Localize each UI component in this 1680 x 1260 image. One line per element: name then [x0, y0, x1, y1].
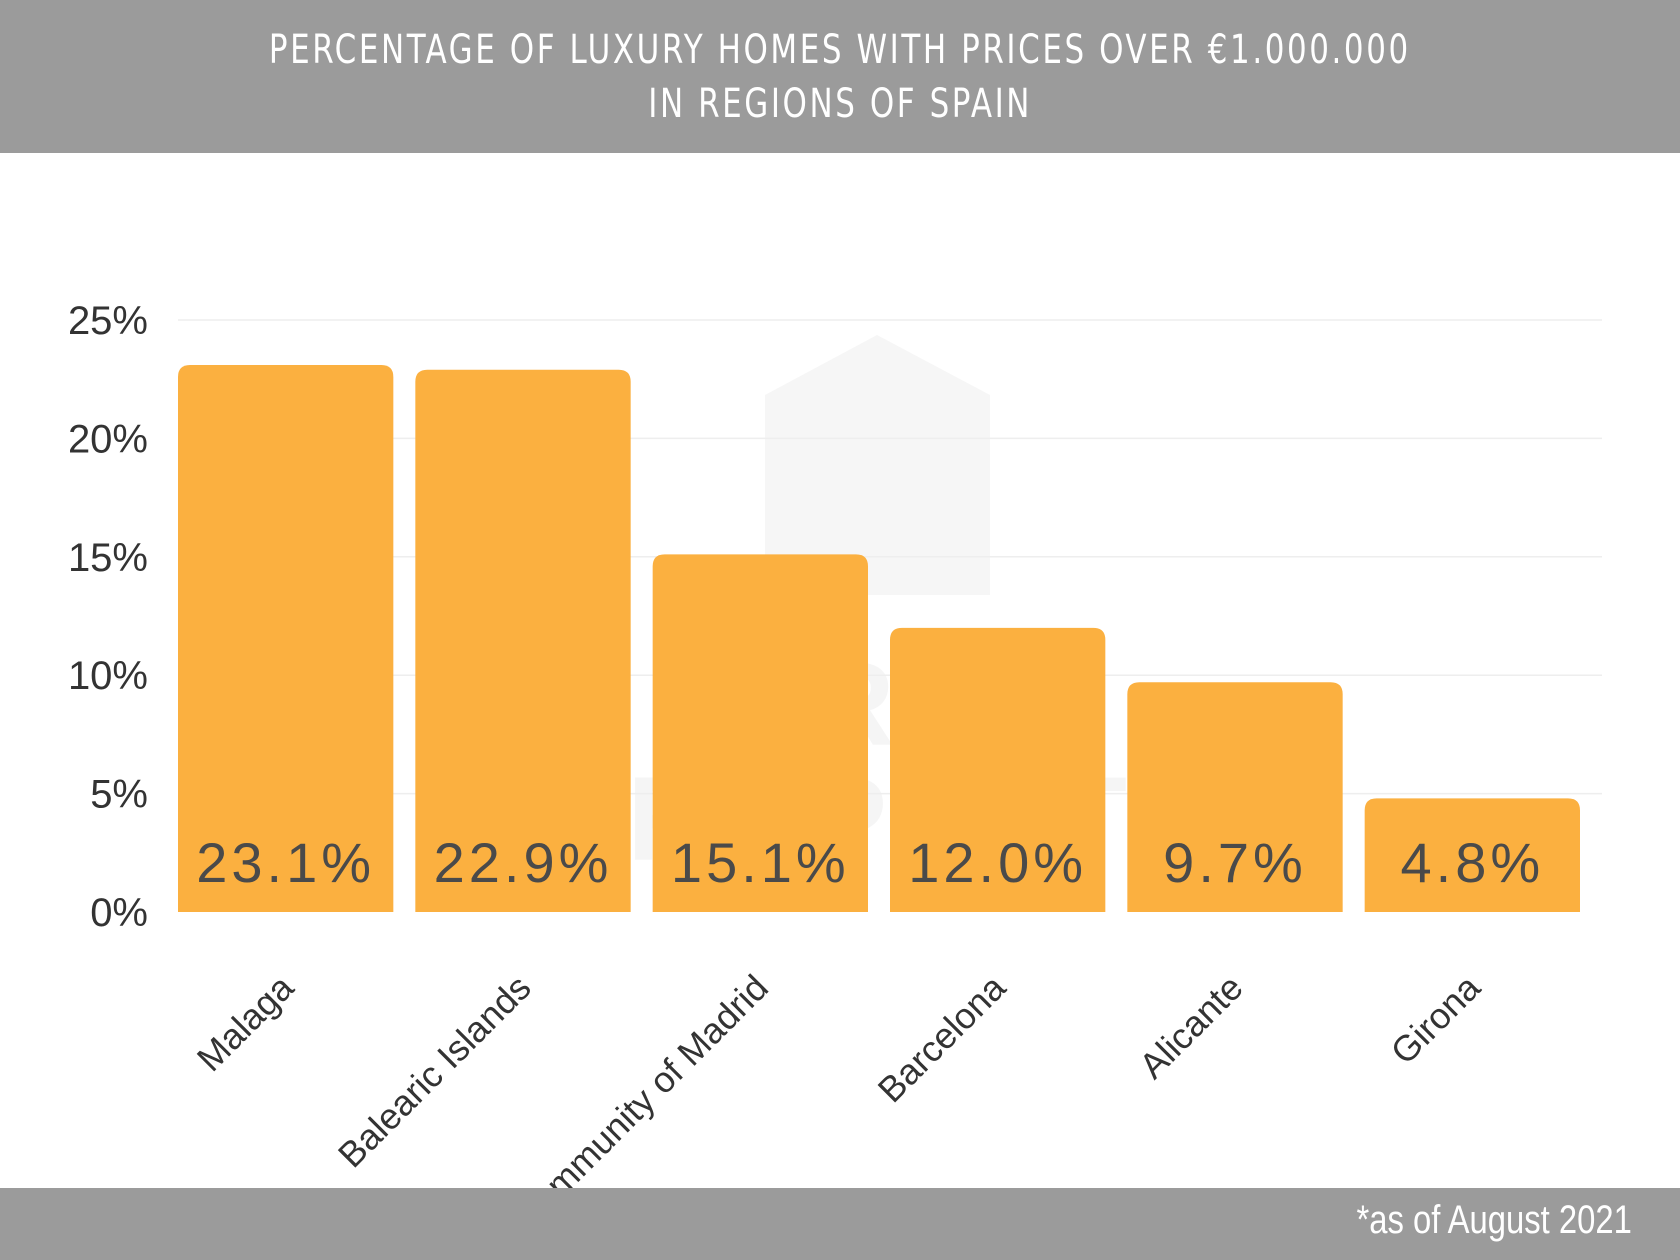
bar-value-label: 15.1% — [671, 831, 850, 894]
y-tick-label: 10% — [68, 654, 148, 698]
bar — [415, 369, 631, 912]
x-tick-label: Malaga — [189, 966, 302, 1079]
bar — [1127, 682, 1343, 912]
y-tick-label: 15% — [68, 536, 148, 580]
y-axis: 0% 5% 10% 15% 20% 25% — [68, 299, 148, 935]
x-tick-label: Community of Madrid — [505, 967, 776, 1188]
x-tick-label: Girona — [1383, 966, 1489, 1072]
bar — [652, 554, 868, 912]
bar — [890, 627, 1106, 912]
footnote: *as of August 2021 — [1356, 1198, 1632, 1242]
bar — [1364, 798, 1580, 912]
watermark-text-line-2: PROPERTY — [547, 752, 1207, 886]
y-tick-label: 5% — [90, 773, 148, 817]
bar-value-label: 4.8% — [1401, 831, 1545, 894]
bar-value-label: 23.1% — [196, 831, 375, 894]
bar-value-label: 12.0% — [908, 831, 1087, 894]
value-labels: 23.1% 22.9% 15.1% 12.0% 9.7% 4.8% — [196, 831, 1545, 894]
chart-title-line-2: IN REGIONS OF SPAIN — [648, 80, 1032, 127]
bar-value-label: 9.7% — [1163, 831, 1307, 894]
bar — [178, 364, 394, 912]
bars — [178, 364, 1580, 912]
y-tick-label: 20% — [68, 417, 148, 461]
x-tick-label: Barcelona — [870, 966, 1014, 1110]
watermark-house-icon — [765, 335, 990, 595]
chart-header: PERCENTAGE OF LUXURY HOMES WITH PRICES O… — [0, 0, 1680, 153]
x-tick-label: Alicante — [1131, 967, 1251, 1087]
chart-title-line-1: PERCENTAGE OF LUXURY HOMES WITH PRICES O… — [269, 26, 1411, 73]
y-tick-label: 25% — [68, 299, 148, 343]
x-tick-label: Balearic Islands — [330, 967, 539, 1176]
watermark: VIRTO PROPERTY — [547, 335, 1207, 886]
y-tick-label: 0% — [90, 891, 148, 935]
bar-value-label: 22.9% — [434, 831, 613, 894]
bar-chart: VIRTO PROPERTY 0% 5% 10% 15% 20% 25% 23.1% 22.… — [68, 299, 1602, 1188]
chart-footer: *as of August 2021 — [0, 1188, 1680, 1260]
